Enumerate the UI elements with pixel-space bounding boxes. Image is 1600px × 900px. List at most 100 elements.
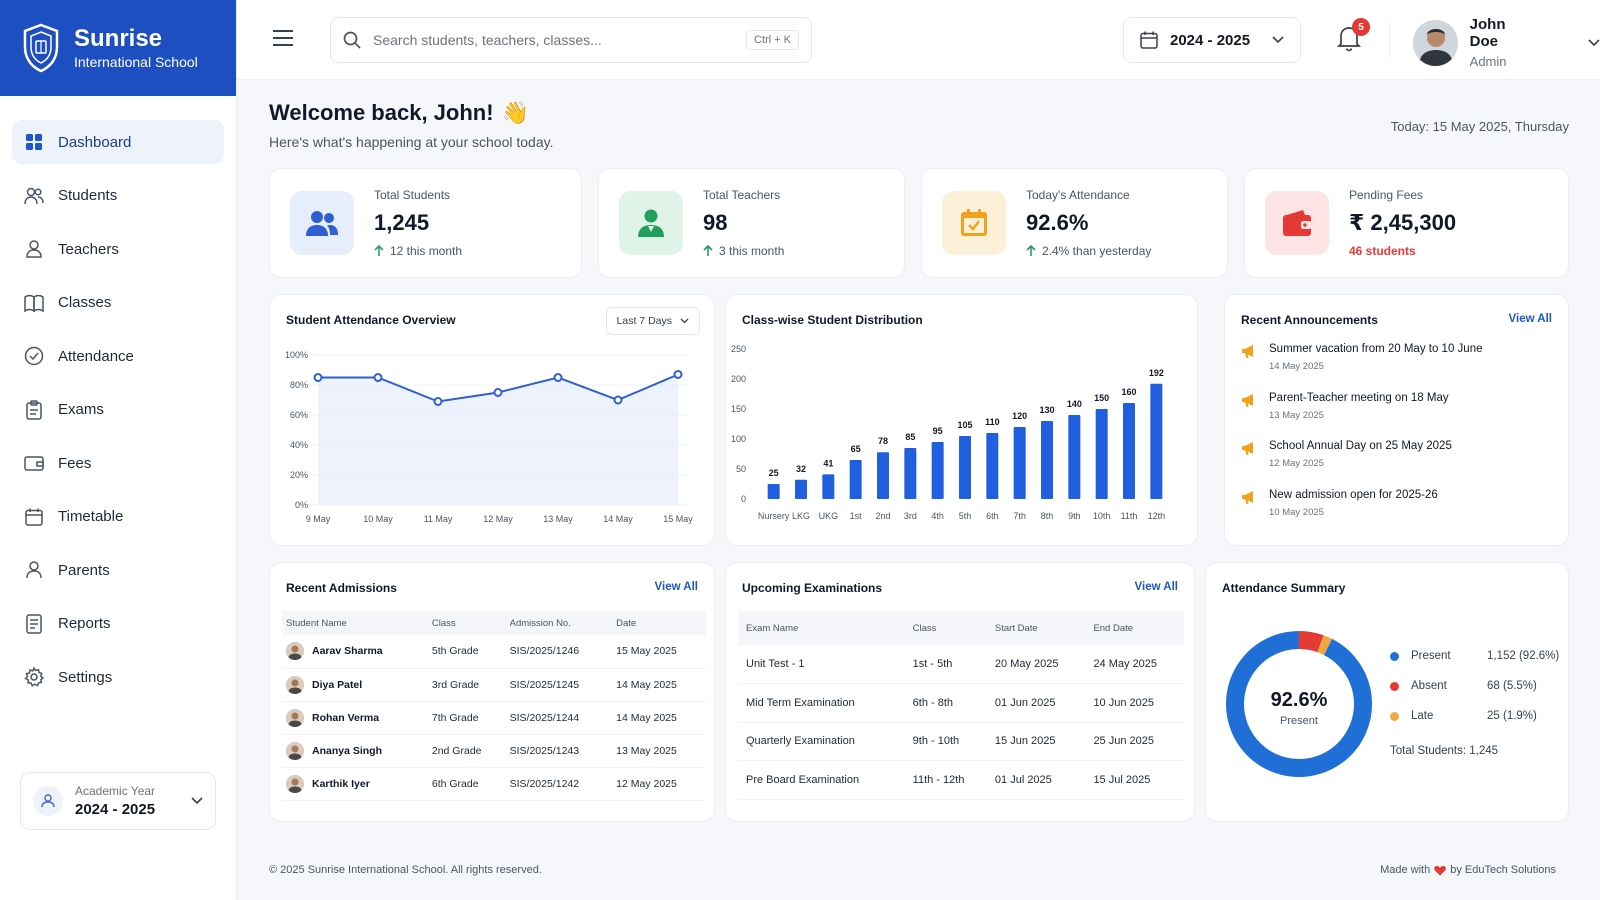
table-row[interactable]: Quarterly Examination 9th - 10th 15 Jun 20…	[738, 722, 1184, 761]
sidebar-item-dashboard[interactable]: Dashboard	[12, 120, 224, 164]
bar[interactable]	[1013, 427, 1026, 499]
bar[interactable]	[1095, 409, 1108, 499]
donut-slice[interactable]	[1298, 631, 1324, 653]
table-row[interactable]: Mid Term Examination 6th - 8th 01 Jun 2025…	[738, 684, 1184, 722]
y-tick-label: 100	[731, 434, 746, 444]
sidebar-item-reports[interactable]: Reports	[12, 602, 224, 646]
table-row[interactable]: Pre Board Examination 11th - 12th 01 Jul 2…	[738, 761, 1184, 799]
megaphone-icon	[1241, 489, 1257, 518]
avatar	[286, 774, 304, 793]
bar[interactable]	[877, 452, 889, 499]
announcement-item[interactable]: Parent-Teacher meeting on 18 May 13 May 2…	[1241, 392, 1449, 421]
table-row[interactable]: Karthik Iyer 6th Grade SIS/2025/1242 12 May…	[282, 767, 706, 800]
sidebar-item-teachers[interactable]: Teachers	[12, 227, 224, 271]
bar[interactable]	[931, 442, 944, 499]
menu-icon[interactable]	[273, 30, 293, 46]
start-date-cell: 01 Jun 2025	[994, 696, 1056, 709]
view-all-link[interactable]: View All	[654, 581, 698, 593]
y-tick-label: 50	[736, 464, 746, 474]
table-row[interactable]: Aarav Sharma 5th Grade SIS/2025/1246 15 May…	[282, 635, 706, 668]
bar-value-label: 65	[851, 444, 861, 454]
data-point[interactable]	[553, 373, 563, 382]
sidebar-item-label: Timetable	[58, 508, 124, 525]
student-name[interactable]: Diya Patel	[312, 678, 363, 691]
sidebar-item-exams[interactable]: Exams	[12, 388, 224, 432]
student-name[interactable]: Ananya Singh	[312, 744, 383, 757]
x-tick-label: 3rd	[904, 511, 917, 521]
bar[interactable]	[767, 484, 780, 499]
column-header: Admission No.	[509, 617, 571, 629]
data-point[interactable]	[613, 395, 623, 405]
search-input[interactable]	[373, 32, 735, 48]
table-row[interactable]: Diya Patel 3rd Grade SIS/2025/1245 14 May 2…	[282, 668, 706, 701]
data-point[interactable]	[313, 373, 323, 382]
x-tick-label: 10 May	[363, 514, 393, 524]
student-name[interactable]: Aarav Sharma	[312, 645, 383, 658]
grid-icon	[24, 132, 44, 152]
view-all-link[interactable]: View All	[1134, 581, 1178, 593]
sidebar-item-classes[interactable]: Classes	[12, 281, 224, 325]
sidebar-item-students[interactable]: Students	[12, 174, 224, 218]
donut-slice[interactable]	[1226, 631, 1372, 777]
bar[interactable]	[959, 436, 971, 499]
student-name[interactable]: Karthik Iyer	[312, 777, 370, 790]
footer-made-prefix: Made with	[1380, 864, 1431, 876]
sidebar-item-parents[interactable]: Parents	[12, 548, 224, 592]
person-icon	[33, 786, 63, 816]
start-date-cell: 15 Jun 2025	[994, 735, 1056, 748]
x-tick-label: 8th	[1041, 511, 1054, 521]
donut-slice[interactable]	[1317, 635, 1333, 656]
data-point[interactable]	[373, 373, 383, 382]
brand-title: Sunrise	[74, 24, 163, 52]
chevron-down-icon	[1588, 38, 1600, 47]
sidebar-item-settings[interactable]: Settings	[12, 655, 224, 699]
brand[interactable]: Sunrise International School	[0, 0, 236, 96]
x-tick-label: Nursery	[758, 511, 790, 521]
data-point[interactable]	[493, 388, 503, 397]
sidebar-item-fees[interactable]: Fees	[12, 441, 224, 485]
avatar	[286, 741, 304, 760]
view-all-link[interactable]: View All	[1508, 313, 1552, 325]
class-distribution-card: Class-wise Student Distribution 0 50 100 15…	[725, 294, 1198, 546]
sidebar-item-timetable[interactable]: Timetable	[12, 495, 224, 539]
class-cell: 3rd Grade	[431, 678, 480, 691]
bar[interactable]	[1041, 421, 1053, 499]
table-row[interactable]: Rohan Verma 7th Grade SIS/2025/1244 14 May …	[282, 701, 706, 734]
bar-value-label: 140	[1067, 399, 1082, 409]
legend-value: 1,152 (92.6%)	[1487, 650, 1560, 662]
legend-value: 25 (1.9%)	[1487, 710, 1537, 722]
bar[interactable]	[1123, 403, 1135, 499]
range-dropdown[interactable]: Last 7 Days	[605, 307, 700, 335]
x-tick-label: 5th	[959, 511, 972, 521]
bar[interactable]	[1150, 383, 1163, 499]
announcement-item[interactable]: Summer vacation from 20 May to 10 June 14…	[1241, 343, 1483, 372]
stat-card-teachers[interactable]: Total Teachers 98 3 this month	[598, 168, 905, 278]
data-point[interactable]	[673, 370, 683, 379]
announcement-item[interactable]: New admission open for 2025-26 10 May 202…	[1241, 489, 1438, 518]
announcement-item[interactable]: School Annual Day on 25 May 2025 12 May 2…	[1241, 440, 1452, 469]
admissions-table: Student Name Class Admission No. Date Aarav…	[282, 611, 706, 801]
bar[interactable]	[986, 433, 999, 499]
bar[interactable]	[904, 448, 917, 499]
student-name[interactable]: Rohan Verma	[312, 711, 380, 724]
stat-card-fees[interactable]: Pending Fees ₹ 2,45,300 46 students	[1244, 168, 1569, 278]
exams-table: Exam Name Class Start Date End Date Unit Te…	[738, 611, 1184, 800]
class-cell: 6th - 8th	[912, 696, 954, 709]
data-point[interactable]	[433, 397, 443, 406]
notifications-button[interactable]: 5	[1337, 18, 1370, 52]
bar[interactable]	[1068, 415, 1081, 499]
stat-card-attendance[interactable]: Today's Attendance 92.6% 2.4% than yeste…	[921, 168, 1228, 278]
bar[interactable]	[822, 474, 835, 499]
user-menu[interactable]: John Doe Admin	[1413, 16, 1600, 69]
class-cell: 1st - 5th	[912, 658, 953, 670]
table-row[interactable]: Unit Test - 1 1st - 5th 20 May 2025 24 May …	[738, 645, 1184, 684]
summary-legend: Present 1,152 (92.6%) Absent 68 (5.5%) Late 2…	[1390, 641, 1559, 731]
bar[interactable]	[849, 460, 862, 499]
year-select[interactable]: 2024 - 2025	[1123, 17, 1301, 63]
stat-card-students[interactable]: Total Students 1,245 12 this month	[269, 168, 582, 278]
academic-year-selector[interactable]: Academic Year 2024 - 2025	[20, 772, 216, 830]
bar[interactable]	[795, 479, 807, 499]
table-row[interactable]: Ananya Singh 2nd Grade SIS/2025/1243 13 May…	[282, 734, 706, 767]
sidebar-item-attendance[interactable]: Attendance	[12, 334, 224, 378]
stat-trend-text: 2.4% than yesterday	[1042, 244, 1152, 258]
